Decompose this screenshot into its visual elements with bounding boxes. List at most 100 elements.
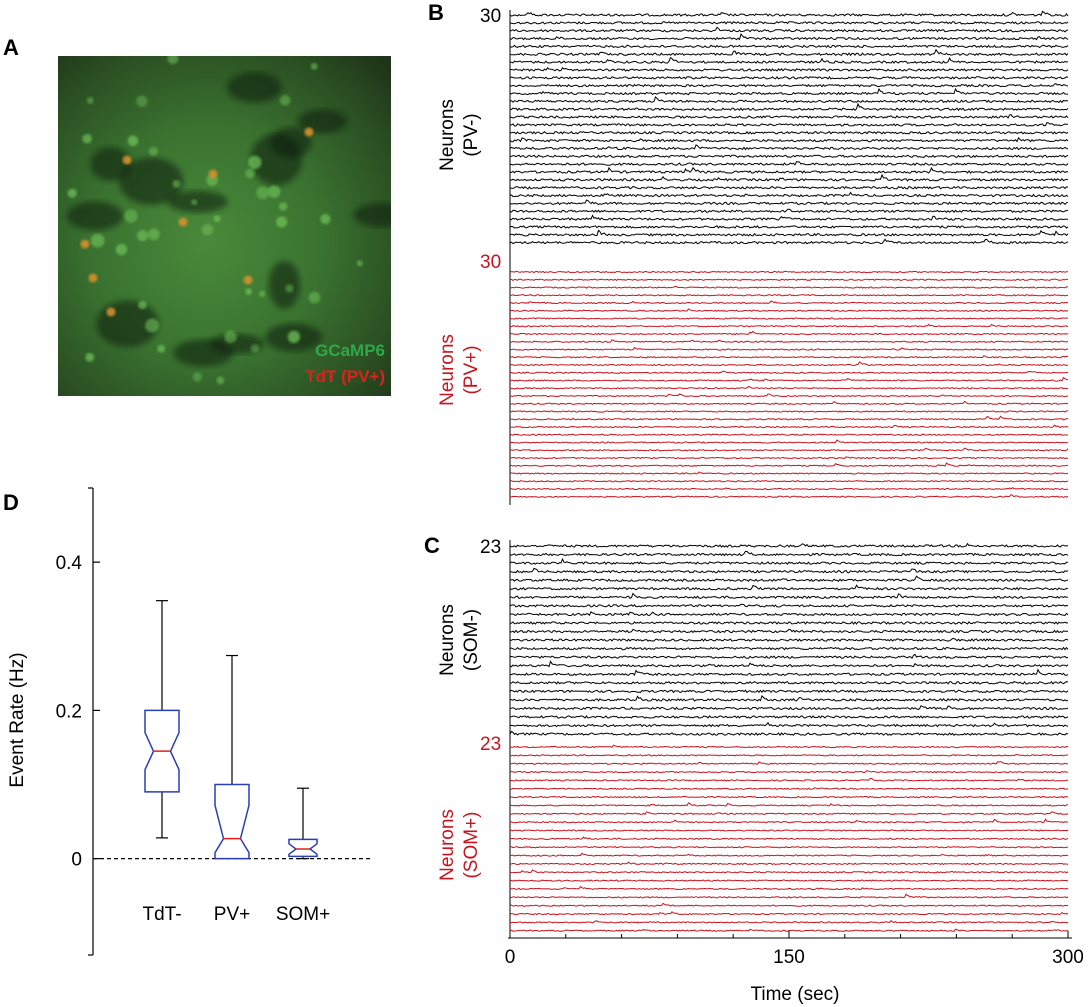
panel-c-upper-traces bbox=[509, 542, 1069, 737]
neuron-trace bbox=[509, 628, 1069, 634]
green-cell bbox=[172, 179, 181, 188]
neuron-trace bbox=[509, 385, 1069, 390]
neuron-trace bbox=[509, 567, 1069, 574]
dark-region bbox=[270, 127, 312, 158]
green-cell bbox=[148, 146, 158, 157]
neuron-trace bbox=[509, 285, 1068, 289]
dark-region bbox=[167, 190, 228, 213]
neuron-trace bbox=[509, 575, 1069, 583]
neuron-trace bbox=[509, 557, 1068, 566]
neuron-trace bbox=[509, 83, 1069, 88]
y-tick-label: 0 bbox=[71, 850, 82, 871]
time-axis-label: Time (sec) bbox=[750, 984, 839, 1005]
panel-b-upper-count: 30 bbox=[480, 6, 501, 27]
neuron-trace bbox=[509, 33, 1069, 41]
neuron-trace bbox=[509, 238, 1069, 245]
green-cell bbox=[127, 135, 139, 147]
dark-region bbox=[118, 157, 184, 205]
neuron-trace bbox=[509, 846, 1069, 849]
dark-region bbox=[297, 109, 348, 134]
box-plot: 0 0.2 0.4 TdT- PV+ SOM+ bbox=[56, 487, 370, 956]
y-tick-label: 0.2 bbox=[56, 701, 82, 722]
y-tick-label: 0.4 bbox=[56, 553, 83, 574]
neuron-trace bbox=[509, 920, 1069, 924]
green-cell bbox=[320, 213, 331, 225]
neuron-trace bbox=[509, 400, 1069, 405]
panel-c-upper-label-line1: Neurons bbox=[437, 604, 458, 676]
neuron-trace bbox=[509, 154, 1069, 159]
neuron-trace bbox=[509, 646, 1069, 651]
neuron-trace bbox=[509, 829, 1069, 832]
neuron-trace bbox=[509, 66, 1069, 72]
panel-b-lower-traces bbox=[509, 270, 1069, 498]
panel-c-lower-count: 23 bbox=[480, 734, 501, 755]
neuron-trace bbox=[509, 861, 1069, 866]
neuron-trace bbox=[509, 229, 1069, 237]
neuron-trace bbox=[509, 376, 1069, 382]
panel-c-lower-label: Neurons (SOM+) bbox=[437, 809, 482, 881]
neuron-trace bbox=[509, 802, 1068, 807]
micrograph-image: GCaMP6 TdT (PV+) bbox=[58, 56, 391, 396]
neuron-trace bbox=[509, 761, 1069, 765]
neuron-trace bbox=[509, 393, 1069, 398]
green-cell bbox=[124, 209, 138, 223]
panel-letter-c: C bbox=[424, 533, 440, 558]
neuron-trace bbox=[509, 928, 1069, 932]
green-cell bbox=[147, 228, 160, 241]
green-cell bbox=[259, 290, 266, 297]
green-cell bbox=[287, 330, 301, 344]
green-cell bbox=[245, 288, 252, 295]
dark-region bbox=[353, 202, 391, 228]
neuron-trace bbox=[509, 424, 1069, 429]
neuron-trace bbox=[509, 270, 1069, 274]
panel-c-lower-label-line1: Neurons bbox=[437, 809, 458, 881]
red-cell bbox=[208, 169, 218, 179]
neuron-trace bbox=[509, 317, 1069, 320]
neuron-trace bbox=[509, 487, 1069, 491]
panel-b-upper-label: Neurons (PV-) bbox=[437, 99, 482, 171]
neuron-trace bbox=[509, 584, 1069, 591]
neuron-trace bbox=[509, 56, 1069, 65]
neuron-trace bbox=[509, 753, 1068, 757]
neuron-trace bbox=[509, 730, 1069, 737]
panel-letter-a: A bbox=[3, 35, 19, 60]
time-axis: 0 150 300 Time (sec) bbox=[505, 931, 1084, 1005]
panel-letter-d: D bbox=[3, 490, 19, 515]
green-cell bbox=[256, 186, 270, 200]
panel-b-lower-label-line2: (PV+) bbox=[461, 345, 482, 394]
neuron-trace bbox=[509, 75, 1069, 80]
neuron-trace bbox=[509, 439, 1069, 444]
green-cell bbox=[201, 224, 214, 236]
neuron-trace bbox=[509, 653, 1069, 660]
neuron-trace bbox=[509, 410, 1068, 413]
red-cell bbox=[178, 217, 188, 227]
panel-b-upper-traces bbox=[509, 10, 1069, 245]
neuron-trace bbox=[509, 433, 1069, 436]
time-tick-label: 0 bbox=[505, 947, 516, 968]
green-cell bbox=[216, 376, 225, 385]
neuron-trace bbox=[509, 795, 1069, 799]
green-cell bbox=[138, 300, 147, 310]
neuron-trace bbox=[509, 44, 1069, 49]
neuron-trace bbox=[509, 173, 1069, 182]
green-cell bbox=[115, 243, 128, 256]
green-cell bbox=[157, 344, 166, 353]
neuron-trace bbox=[509, 26, 1069, 33]
neuron-trace bbox=[509, 136, 1069, 143]
neuron-trace bbox=[509, 339, 1069, 343]
notched-box bbox=[288, 838, 318, 858]
neuron-trace bbox=[509, 811, 1069, 816]
panel-b-upper-label-line1: Neurons bbox=[437, 99, 458, 171]
green-cell bbox=[245, 168, 255, 179]
green-cell bbox=[278, 202, 288, 211]
green-cell bbox=[90, 233, 105, 248]
neuron-trace bbox=[509, 885, 1069, 891]
panel-b-lower-label: Neurons (PV+) bbox=[437, 334, 482, 406]
dark-region bbox=[209, 333, 264, 354]
neuron-trace bbox=[509, 447, 1069, 452]
red-cell bbox=[304, 127, 314, 137]
neuron-trace bbox=[509, 48, 1069, 57]
neuron-trace bbox=[509, 893, 1069, 899]
green-cell bbox=[191, 199, 198, 206]
